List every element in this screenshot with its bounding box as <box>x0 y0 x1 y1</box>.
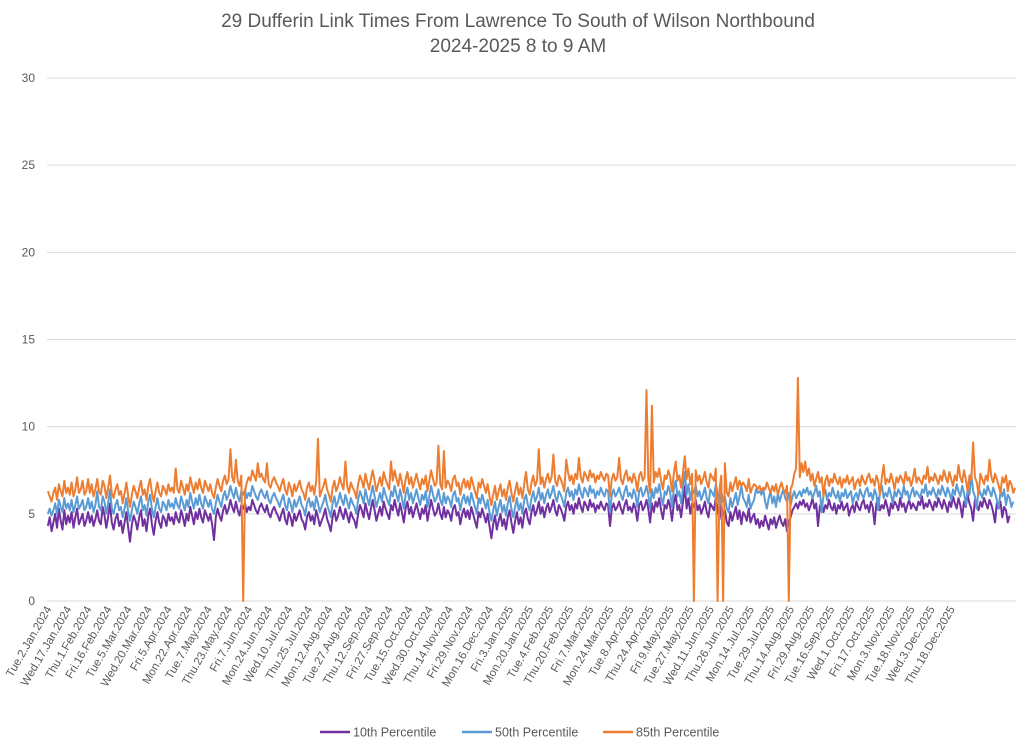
series-line-85th-percentile <box>46 376 1017 602</box>
chart-title: 29 Dufferin Link Times From Lawrence To … <box>221 11 815 32</box>
y-axis: 0 5 10 15 20 25 30 <box>22 71 36 608</box>
y-tick-label: 5 <box>28 507 35 521</box>
y-tick-label: 20 <box>22 245 36 259</box>
gridlines <box>47 77 1016 602</box>
legend-label: 10th Percentile <box>353 726 436 740</box>
series-line-50th-percentile <box>46 471 1015 522</box>
series-lines <box>46 376 1017 602</box>
legend: 10th Percentile 50th Percentile 85th Perce… <box>320 726 719 740</box>
legend-label: 50th Percentile <box>495 726 578 740</box>
series-line-10th-percentile <box>46 484 1011 543</box>
y-tick-label: 0 <box>28 594 35 608</box>
y-tick-label: 25 <box>22 158 36 172</box>
y-tick-label: 15 <box>22 333 36 347</box>
chart-subtitle: 2024-2025 8 to 9 AM <box>430 36 606 57</box>
legend-label: 85th Percentile <box>636 726 719 740</box>
y-tick-label: 10 <box>22 420 36 434</box>
y-tick-label: 30 <box>22 71 36 85</box>
x-axis: Tue.2.Jan.2024Wed.17.Jan.2024Thu.1.Feb.2… <box>4 604 957 689</box>
